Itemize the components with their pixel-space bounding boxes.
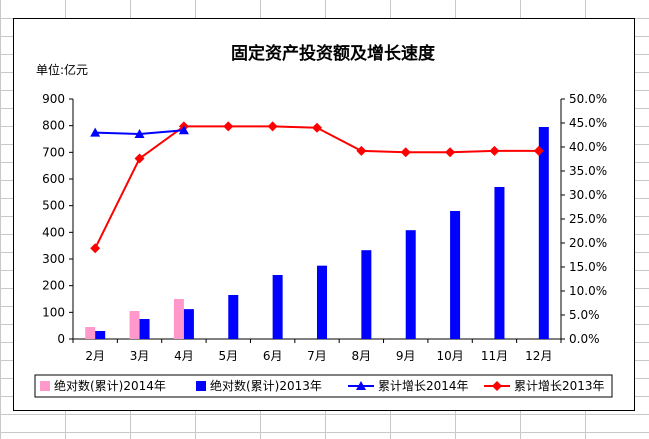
x-tick-label: 9月 <box>396 349 416 363</box>
bar-2014[interactable] <box>173 299 184 339</box>
y-left-tick-label: 500 <box>42 199 65 213</box>
y-left-tick-label: 100 <box>42 305 65 319</box>
legend-box <box>34 374 613 398</box>
x-tick-label: 2月 <box>85 349 105 363</box>
unit-label: 单位:亿元 <box>36 62 88 77</box>
x-tick-label: 8月 <box>352 349 372 363</box>
line-2013-point[interactable] <box>445 147 456 158</box>
plot-area: 0 100 200 300 400 500 600 700 800 900 0.0% 5.0% 10.0… <box>42 92 607 363</box>
bar-2013[interactable] <box>139 319 150 339</box>
bar-2014[interactable] <box>85 327 96 339</box>
legend-marker[interactable] <box>492 381 502 391</box>
legend-label: 绝对数(累计)2013年 <box>210 378 322 393</box>
bar-2013[interactable] <box>272 275 283 339</box>
chart-canvas: 固定资产投资额及增长速度 单位:亿元 0 100 200 300 400 500 600 70… <box>34 43 613 398</box>
y-left-tick-label: 900 <box>42 92 65 106</box>
y-left-tick-label: 700 <box>42 145 65 159</box>
x-tick-label: 12月 <box>525 349 552 363</box>
x-tick-label: 3月 <box>130 349 150 363</box>
y-right-tick-label: 0.0% <box>569 332 600 346</box>
line-2014-point[interactable] <box>178 125 189 135</box>
x-tick-label: 4月 <box>174 349 194 363</box>
y-left-tick-label: 800 <box>42 119 65 133</box>
bar-2013[interactable] <box>228 295 239 339</box>
x-tick-label: 6月 <box>263 349 283 363</box>
bar-2013[interactable] <box>183 309 194 339</box>
y-left-tick-label: 400 <box>42 225 65 239</box>
legend-label: 累计增长2013年 <box>514 379 605 393</box>
legend-item-2[interactable]: 绝对数(累计)2013年 <box>196 378 322 393</box>
bar-2013[interactable] <box>95 331 106 339</box>
legend-item-1[interactable]: 绝对数(累计)2014年 <box>40 378 166 393</box>
bar-2013[interactable] <box>317 265 327 339</box>
y-right-tick-label: 15.0% <box>569 260 607 274</box>
x-tick-label: 10月 <box>436 349 463 363</box>
legend-item-3[interactable]: 累计增长2014年 <box>348 379 469 393</box>
legend-label: 累计增长2014年 <box>378 379 469 393</box>
legend-label: 绝对数(累计)2014年 <box>54 378 166 393</box>
bar-2013[interactable] <box>405 230 416 339</box>
chart-area[interactable]: 固定资产投资额及增长速度 单位:亿元 0 100 200 300 400 500 600 70… <box>13 18 635 411</box>
legend-item-4[interactable]: 累计增长2013年 <box>484 379 605 393</box>
y-left-tick-label: 300 <box>42 252 65 266</box>
line-2013-point[interactable] <box>223 121 234 132</box>
y-right-tick-label: 20.0% <box>569 236 607 250</box>
y-left-tick-label: 600 <box>42 172 65 186</box>
line-2013-point[interactable] <box>489 145 500 156</box>
line-2013-point[interactable] <box>312 122 322 133</box>
x-tick-label: 5月 <box>218 349 238 363</box>
line-2013[interactable] <box>94 125 539 249</box>
legend-swatch <box>40 381 50 391</box>
y-right-tick-label: 25.0% <box>569 212 607 226</box>
line-2013-point[interactable] <box>134 153 145 164</box>
y-right-tick-label: 35.0% <box>569 164 607 178</box>
chart-title: 固定资产投资额及增长速度 <box>231 43 436 64</box>
x-tick-label: 11月 <box>481 349 508 363</box>
y-right-tick-label: 50.0% <box>569 92 607 106</box>
y-right-tick-label: 5.0% <box>569 308 600 322</box>
x-tick-label: 7月 <box>307 349 327 363</box>
legend[interactable]: 绝对数(累计)2014年 绝对数(累计)2013年 累计增长2014年 累计增长201… <box>34 374 613 398</box>
y-right-tick-label: 40.0% <box>569 140 607 154</box>
line-2013-point[interactable] <box>267 121 278 132</box>
bar-2013[interactable] <box>361 250 372 339</box>
bar-2014[interactable] <box>129 311 140 339</box>
legend-swatch <box>196 381 206 391</box>
y-left-tick-label: 200 <box>42 279 65 293</box>
y-right-tick-label: 45.0% <box>569 116 607 130</box>
line-2013-point[interactable] <box>356 145 367 156</box>
y-left-tick-label: 0 <box>57 332 65 346</box>
y-right-tick-label: 10.0% <box>569 284 607 298</box>
y-right-tick-label: 30.0% <box>569 188 607 202</box>
line-2013-point[interactable] <box>90 243 101 254</box>
bar-2013[interactable] <box>494 187 505 339</box>
line-2013-point[interactable] <box>400 147 411 158</box>
bar-2013[interactable] <box>538 127 549 339</box>
legend-marker[interactable] <box>356 381 366 390</box>
line-2014-point[interactable] <box>134 129 145 139</box>
bar-2013[interactable] <box>450 211 461 339</box>
line-2014-point[interactable] <box>90 127 101 137</box>
line-2013-point[interactable] <box>533 145 544 156</box>
